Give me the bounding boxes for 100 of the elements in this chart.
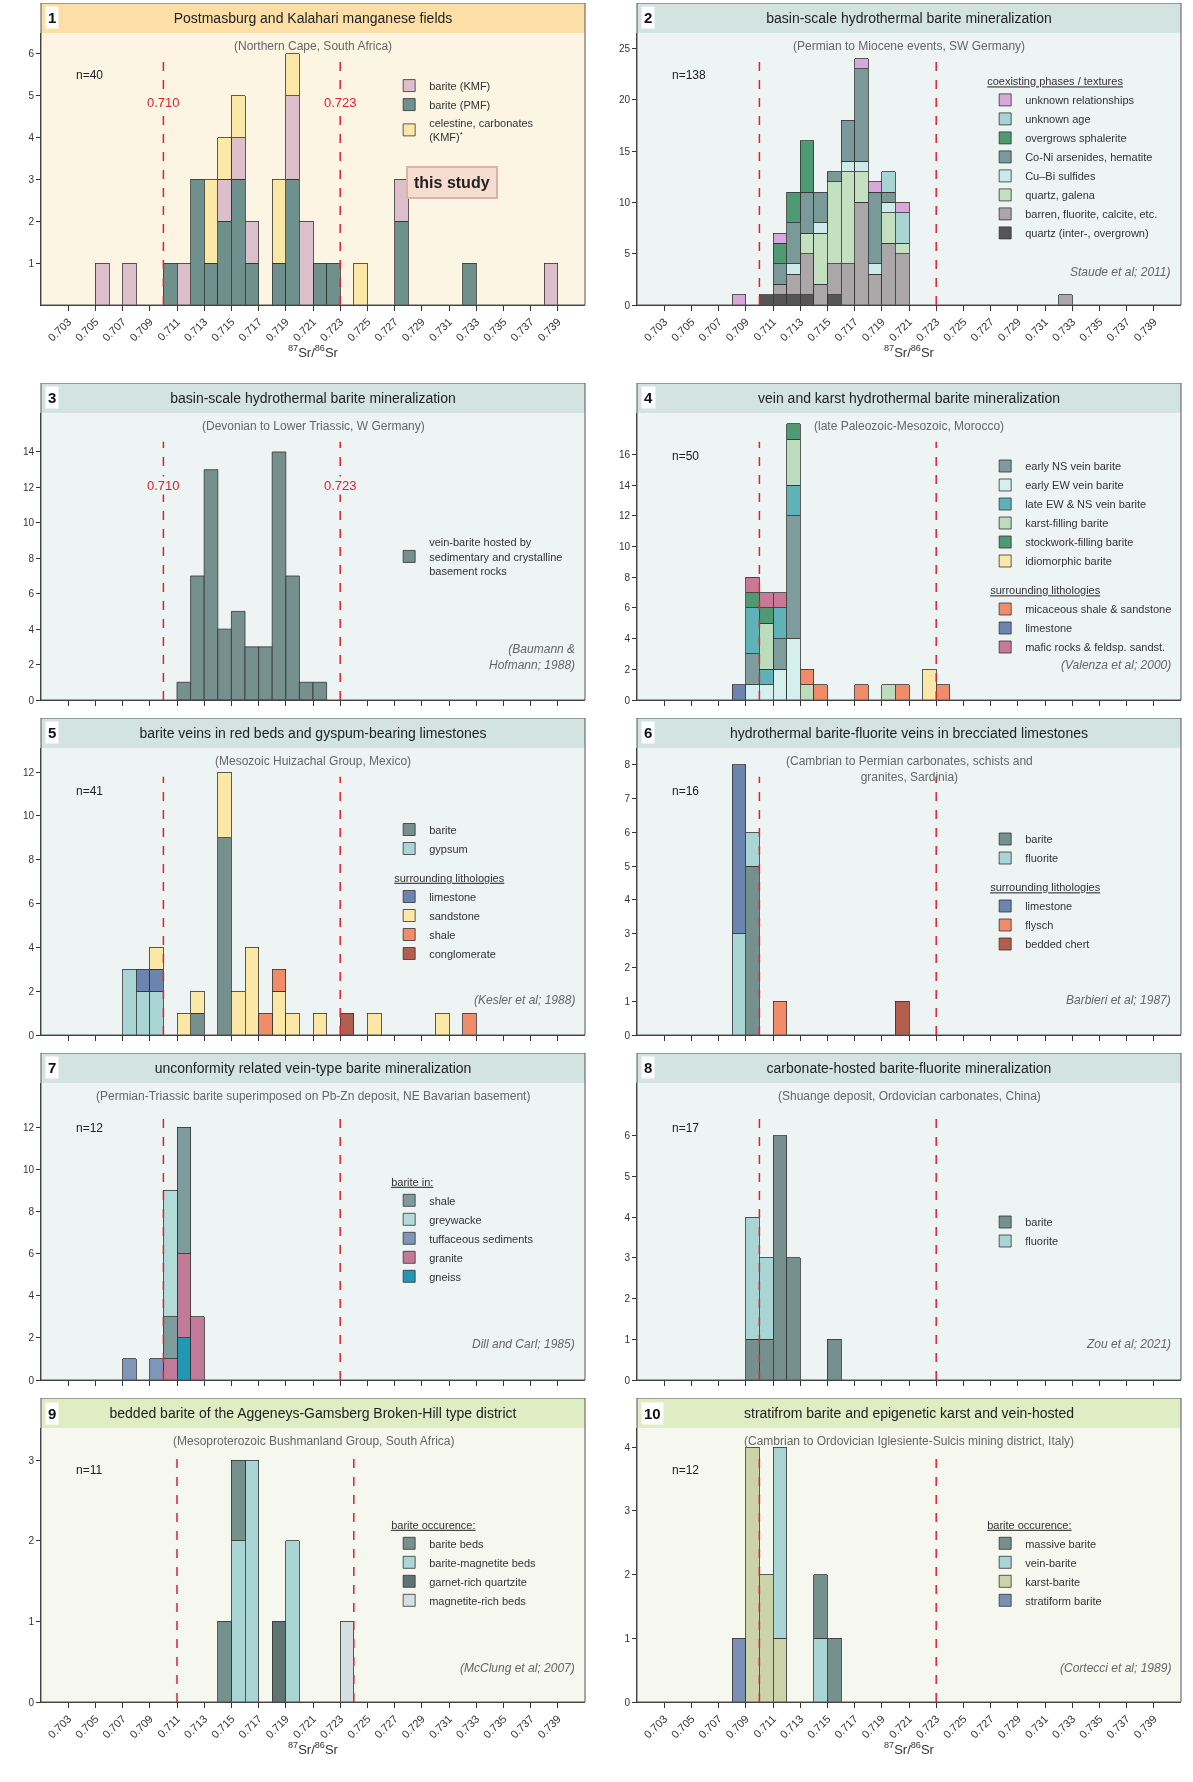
y-tick-label: 15 — [618, 145, 631, 157]
y-tick-label: 1 — [28, 1615, 35, 1627]
chart-title: barite veins in red beds and gyspum-bearing limestones — [139, 724, 487, 741]
legend-label: early NS vein barite — [1025, 460, 1122, 473]
y-tick-label: 2 — [28, 985, 35, 997]
y-tick-label: 10 — [22, 1163, 35, 1175]
text: 7 — [48, 1059, 57, 1076]
y-tick-label: 2 — [624, 961, 631, 973]
bar — [1058, 294, 1073, 305]
annotation: n=138 — [672, 68, 707, 82]
legend-label: shale — [429, 928, 456, 941]
legend-title: barite occurence: — [391, 1518, 476, 1531]
y-tick-label: 4 — [28, 941, 35, 953]
text: (late Paleozoic-Mesozoic, Morocco) — [814, 419, 1005, 433]
legend-label: barite (PMF) — [429, 98, 491, 111]
y-tick-label: 2 — [624, 1293, 631, 1305]
text: (Permian to Miocene events, SW Germany) — [793, 39, 1026, 53]
y-tick-label: 12 — [22, 481, 35, 493]
legend-label: fluorite — [1025, 852, 1059, 865]
text: (Devonian to Lower Triassic, W Germany) — [202, 419, 425, 433]
text: 5 — [48, 724, 57, 741]
x-axis-title: $^{87}$Sr/$^{86}$Sr — [884, 1740, 935, 1757]
chart-title: unconformity related vein-type barite mineralization — [154, 1059, 472, 1076]
bar — [312, 1012, 327, 1035]
bar — [827, 1338, 842, 1380]
legend-label: barite — [1025, 1216, 1053, 1229]
legend-label: idiomorphic barite — [1025, 555, 1112, 568]
ref-line-label: 0.710 — [147, 95, 180, 110]
bar — [353, 262, 368, 305]
y-tick-label: 2 — [28, 659, 35, 671]
y-tick-label: 1 — [624, 995, 631, 1007]
legend-label: tuffaceous sediments — [429, 1232, 534, 1245]
y-tick-label: 25 — [618, 42, 631, 54]
annotation: Dill and Carl; 1985) — [472, 1337, 575, 1351]
legend-label: limestone — [1025, 900, 1073, 913]
text: 9 — [48, 1405, 57, 1422]
chart-title: vein and karst hydrothermal barite mineralization — [758, 389, 1060, 406]
annotation: n=12 — [672, 1463, 700, 1477]
y-tick-label: 2 — [28, 1535, 35, 1547]
y-tick-label: 10 — [618, 196, 631, 208]
legend-label: limestone — [429, 890, 477, 903]
annotation: Zou et al; 2021) — [1086, 1337, 1172, 1351]
y-tick-label: 0 — [624, 1374, 631, 1386]
y-tick-label: 12 — [618, 510, 631, 522]
y-tick-label: 4 — [28, 623, 35, 635]
y-tick-label: 16 — [618, 448, 631, 460]
y-tick-label: 3 — [624, 1252, 631, 1264]
annotation: surrounding lithologies — [990, 584, 1101, 597]
y-tick-label: 6 — [624, 1130, 631, 1142]
legend-label: barite beds — [429, 1537, 485, 1550]
y-tick-label: 3 — [624, 1505, 631, 1517]
annotation: Barbieri et al; 1987) — [1066, 993, 1171, 1007]
legend-label: mafic rocks & feldsp. sandst. — [1025, 641, 1166, 654]
legend-label: barite — [429, 823, 457, 836]
annotation: n=17 — [672, 1121, 700, 1135]
legend-title: coexisting phases / textures — [987, 75, 1124, 88]
bar — [462, 262, 477, 305]
y-tick-label: 4 — [28, 132, 35, 144]
y-tick-label: 1 — [624, 1333, 631, 1345]
text: 4 — [644, 389, 653, 406]
y-tick-label: 6 — [28, 898, 35, 910]
legend-label: stockwork-filling barite — [1025, 536, 1134, 549]
text: (Permian-Triassic barite superimposed on Pb-Zn deposit, NE Bavarian basement) — [96, 1089, 531, 1103]
legend-title: barite occurence: — [987, 1518, 1072, 1531]
y-tick-label: 6 — [624, 602, 631, 614]
legend-label: karst-barite — [1025, 1575, 1081, 1588]
annotation: surrounding lithologies — [394, 871, 505, 884]
legend-label: unknown relationships — [1025, 94, 1135, 107]
y-tick-label: 5 — [624, 860, 631, 872]
y-tick-label: 2 — [28, 1332, 35, 1344]
y-tick-label: 4 — [624, 1441, 631, 1453]
legend-label: conglomerate — [429, 947, 496, 960]
legend-label: late EW & NS vein barite — [1025, 498, 1147, 511]
text: (Cambrian to Permian carbonates, schists and granites, Sardinia) — [786, 754, 1033, 784]
legend-label: barite — [1025, 833, 1053, 846]
bar — [462, 1012, 477, 1035]
text: 8 — [644, 1059, 653, 1076]
y-tick-label: 10 — [22, 517, 35, 529]
legend-label: magnetite-rich beds — [429, 1594, 527, 1607]
legend-label: celestine, carbonates (KMF)$^{*}$ — [429, 117, 534, 144]
y-tick-label: 2 — [624, 663, 631, 675]
annotation: n=16 — [672, 784, 700, 798]
annotation: Staude et al; 2011) — [1070, 265, 1171, 279]
y-tick-label: 0 — [28, 1696, 35, 1708]
y-tick-label: 4 — [624, 894, 631, 906]
annotation: (Cortecci et al; 1989) — [1060, 1661, 1172, 1675]
legend-label: flysch — [1025, 919, 1054, 932]
annotation: (McClung et al; 2007) — [460, 1661, 575, 1675]
chart-title: hydrothermal barite-fluorite veins in brecciated limestones — [730, 724, 1088, 741]
legend-label: fluorite — [1025, 1235, 1059, 1248]
legend-label: vein-barite hosted by sedimentary and crystalline basement rocks — [429, 536, 563, 578]
legend-label: unknown age — [1025, 113, 1091, 126]
text: 10 — [644, 1405, 661, 1422]
annotation: (Kesler et al; 1988) — [474, 993, 576, 1007]
text: 6 — [644, 724, 653, 741]
y-tick-label: 3 — [28, 1454, 35, 1466]
legend-label: massive barite — [1025, 1537, 1097, 1550]
bar — [339, 1012, 355, 1035]
legend-label: quartz, galena — [1025, 189, 1096, 202]
legend-label: Cu–Bi sulfides — [1025, 170, 1096, 183]
